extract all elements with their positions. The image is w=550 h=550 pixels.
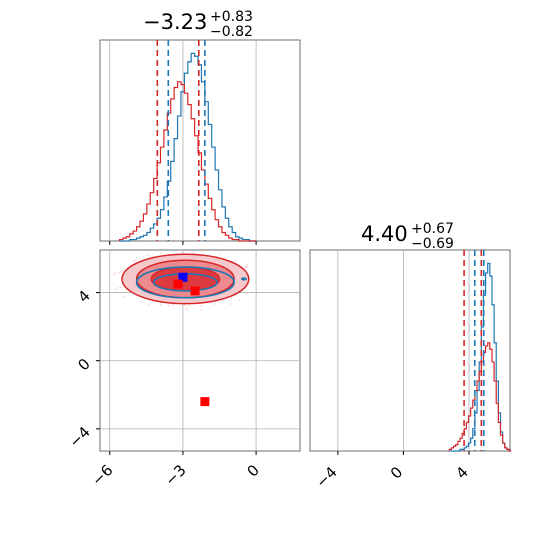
panel-title-x: −3.23 +0.83 −0.82 [143, 9, 253, 40]
y-tick-label: 4 [74, 287, 93, 306]
quantile-lines [463, 250, 485, 451]
panel-frame [99, 39, 301, 242]
contour-level-blue [135, 266, 235, 299]
y-tick-label: −4 [65, 423, 93, 451]
scatter-point [172, 303, 175, 306]
histogram-series [119, 52, 257, 242]
scatter-point [238, 299, 241, 301]
scatter-point [159, 302, 162, 304]
panel-frame [309, 249, 511, 452]
axis-ticks [337, 451, 470, 455]
histogram-series [448, 342, 512, 452]
scatter-point [117, 287, 119, 289]
scatter-point [123, 295, 125, 298]
histogram-series [118, 81, 257, 242]
scatter-point [213, 303, 216, 305]
scatter-point [189, 251, 191, 253]
marker-square [200, 397, 210, 407]
title-plus: +0.83 [210, 9, 253, 25]
marker-group [173, 272, 210, 407]
histogram-series [449, 262, 512, 452]
title-minus: −0.69 [411, 236, 454, 252]
scatter-point [132, 259, 134, 262]
scatter-point [186, 309, 188, 311]
axis-ticks [109, 241, 257, 245]
scatter-point [114, 288, 117, 290]
x-tick-label: 0 [243, 461, 262, 480]
scatter-point [200, 308, 203, 310]
histogram-panel-x: −3.23 +0.83 −0.82 [99, 9, 301, 245]
scatter-point [115, 272, 117, 274]
scatter-point [183, 304, 186, 306]
histogram-series-group [118, 52, 257, 242]
scatter-point [147, 254, 150, 257]
scatter-point [113, 273, 115, 276]
scatter-point [235, 260, 237, 262]
axis-ticks [96, 292, 257, 455]
marker-square [178, 272, 188, 282]
scatter-point [122, 269, 124, 271]
title-plus: +0.67 [411, 221, 454, 237]
x-tick-label: −6 [88, 461, 116, 489]
panel-frame [99, 249, 301, 452]
scatter-point [245, 266, 247, 268]
histogram-series-group [448, 262, 512, 452]
title-minus: −0.82 [210, 24, 253, 40]
scatter-point [251, 291, 253, 293]
scatter-point [187, 304, 190, 307]
scatter-point [134, 259, 136, 261]
scatter-point [119, 286, 122, 288]
y-tick-label: 0 [74, 355, 93, 374]
scatter-point [143, 255, 145, 257]
marker-square [190, 286, 200, 296]
grid-lines [337, 250, 470, 451]
scatter-point [229, 303, 232, 305]
x-tick-labels: −6 −3 0 [88, 461, 263, 489]
title-value: 4.40 [361, 222, 408, 246]
scatter-point [246, 265, 248, 268]
x-tick-labels: −4 0 4 [312, 463, 472, 491]
panel-title-y: 4.40 +0.67 −0.69 [361, 221, 454, 252]
grid-lines [109, 40, 257, 241]
y-tick-labels: −4 0 4 [65, 287, 93, 452]
x-tick-label: −3 [161, 461, 189, 489]
scatter-point [246, 263, 248, 266]
x-tick-label: −4 [312, 463, 340, 491]
quantile-lines [156, 40, 206, 241]
marker-square [173, 279, 183, 289]
scatter-point [160, 252, 163, 254]
scatter-point [245, 292, 247, 294]
scatter-point [118, 272, 121, 274]
scatter-point [184, 307, 187, 309]
scatter-point [177, 250, 179, 252]
contour-panel-xy: −6 −3 0 −4 0 4 [65, 249, 301, 489]
x-tick-label: 4 [452, 463, 471, 482]
scatter-point [230, 297, 233, 299]
title-value: −3.23 [143, 10, 207, 34]
scatter-point [119, 271, 122, 273]
scatter-point [148, 304, 150, 306]
scatter-point [193, 252, 195, 254]
histogram-panel-y: −4 0 4 4.40 +0.67 −0.69 [309, 221, 512, 491]
contour-outlier [240, 277, 247, 281]
scatter-point [160, 304, 162, 306]
scatter-point [140, 300, 143, 303]
scatter-point [219, 253, 221, 255]
x-tick-label: 0 [387, 463, 406, 482]
scatter-point [168, 304, 170, 307]
scatter-point [200, 304, 202, 307]
